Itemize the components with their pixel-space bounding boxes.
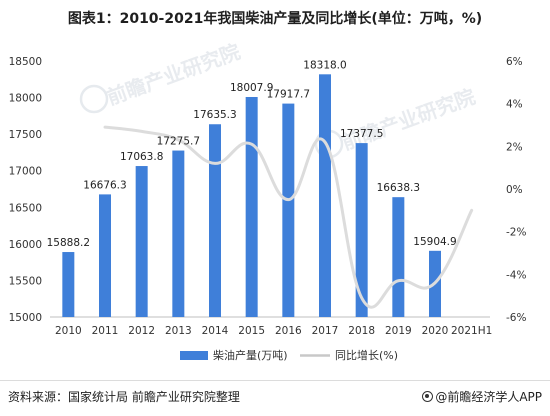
x-tick-label: 2014 [202,325,229,337]
brand-logo-icon [422,391,434,402]
y-left-tick-label: 15500 [9,275,42,287]
bar-value-label: 17917.7 [267,89,310,101]
watermark-logo-icon [79,84,109,114]
bar [62,252,75,317]
x-tick-label: 2010 [55,325,82,337]
x-tick-label: 2017 [312,325,339,337]
x-tick-label: 2013 [165,325,192,337]
y-right-tick-label: 4% [506,99,523,111]
x-tick-label: 2011 [92,325,119,337]
bar [135,166,148,317]
bar-value-label: 17063.8 [120,151,163,163]
bar-value-label: 17377.5 [340,128,383,140]
y-right-tick-label: -6% [506,312,526,324]
legend-bar-label: 柴油产量(万吨) [213,348,288,362]
chart-axes: 15000 15500 16000 16500 17000 17500 18000 18500… [9,56,527,337]
bar [319,74,331,317]
y-left-tick-label: 15000 [9,312,42,324]
bar [245,96,258,318]
x-tick-label: 2020 [422,325,449,337]
legend-line-label: 同比增长(%) [335,348,398,362]
y-left-tick-label: 17500 [9,129,42,141]
y-left-tick-label: 16500 [9,202,42,214]
y-right-tick-label: 2% [506,141,523,153]
x-tick-label: 2019 [385,325,412,337]
chart-title: 图表1：2010-2021年我国柴油产量及同比增长(单位：万吨，%) [67,11,483,27]
footer-divider [0,380,550,381]
growth-line [103,125,474,309]
x-tick-label: 2012 [128,325,155,337]
bar-series [62,74,441,318]
y-left-tick-label: 17000 [9,166,42,178]
data-labels: 15888.2 16676.3 17063.8 17275.7 17635.3 18007… [47,59,457,249]
x-tick-label: 2021H1 [451,325,492,337]
brand-text: @前瞻经济学人APP [435,390,542,404]
watermark-text-1: 前瞻产业研究院 [104,39,244,109]
y-left-tick-label: 18000 [9,93,42,105]
bar-value-label: 18318.0 [303,59,346,71]
bar [355,143,368,317]
bar-value-label: 16676.3 [83,179,126,191]
x-tick-label: 2016 [275,325,302,337]
bar-value-label: 15904.9 [413,236,456,248]
bar [99,194,111,317]
source-note: 资料来源：国家统计局 前瞻产业研究院整理 [8,390,240,404]
legend-bar-swatch [180,351,208,360]
y-left-tick-label: 16000 [9,239,42,251]
x-tick-label: 2018 [348,325,375,337]
bar-value-label: 18007.9 [230,82,273,94]
x-tick-label: 2015 [238,325,265,337]
line-series [103,125,474,309]
y-right-tick-label: -4% [506,269,526,281]
y-right-tick-label: 6% [506,56,523,68]
bar [172,150,185,317]
bar-value-label: 17635.3 [193,109,236,121]
y-right-tick-label: -2% [506,227,526,239]
y-left-tick-label: 18500 [9,56,42,68]
y-right-tick-label: 0% [506,184,523,196]
brand-credit: @前瞻经济学人APP [422,388,542,405]
bar [392,197,405,317]
bar [209,124,221,317]
bar-value-label: 17275.7 [157,136,200,148]
legend: 柴油产量(万吨) 同比增长(%) [180,348,398,362]
bar-value-label: 16638.3 [377,182,420,194]
bar-value-label: 15888.2 [47,237,90,249]
bar [282,103,295,317]
